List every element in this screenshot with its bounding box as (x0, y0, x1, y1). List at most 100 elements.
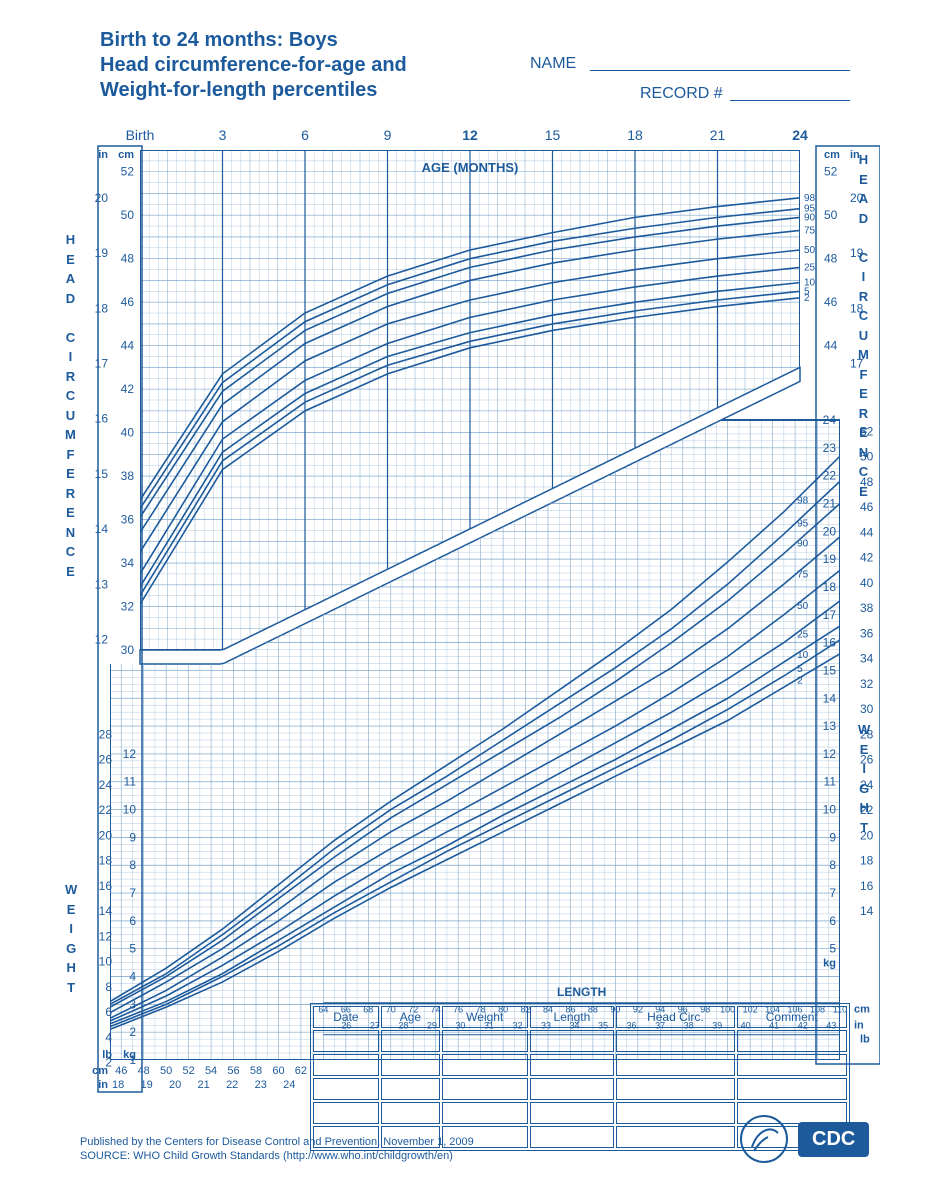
svg-text:12: 12 (95, 633, 109, 647)
svg-text:15: 15 (545, 127, 561, 143)
svg-text:19: 19 (823, 552, 837, 566)
svg-text:14: 14 (860, 904, 874, 918)
svg-text:32: 32 (121, 600, 135, 614)
svg-text:5: 5 (829, 942, 836, 956)
svg-text:50: 50 (824, 208, 838, 222)
cdc-logo: CDC (798, 1122, 869, 1157)
svg-text:cm: cm (824, 149, 840, 161)
svg-text:22: 22 (99, 803, 113, 817)
svg-text:cm: cm (854, 1004, 870, 1016)
svg-text:50: 50 (797, 601, 809, 612)
svg-text:30: 30 (121, 643, 135, 657)
svg-text:17: 17 (850, 356, 864, 370)
svg-text:40: 40 (121, 426, 135, 440)
table-header: Length (530, 1006, 615, 1028)
svg-text:52: 52 (860, 424, 874, 438)
svg-text:28: 28 (99, 727, 113, 741)
table-row[interactable] (313, 1054, 847, 1076)
name-blank-line[interactable] (590, 70, 850, 71)
svg-text:34: 34 (121, 556, 135, 570)
svg-text:18: 18 (850, 301, 864, 315)
svg-text:24: 24 (99, 778, 113, 792)
svg-text:36: 36 (860, 626, 874, 640)
svg-text:44: 44 (824, 339, 838, 353)
svg-text:10: 10 (123, 803, 137, 817)
svg-text:28: 28 (860, 727, 874, 741)
page-title: Birth to 24 months: Boys Head circumfere… (100, 28, 407, 103)
title-line-2: Head circumference-for-age and (100, 53, 407, 78)
svg-text:cm: cm (118, 149, 134, 161)
svg-text:48: 48 (860, 475, 874, 489)
svg-text:12: 12 (123, 747, 137, 761)
svg-text:98: 98 (804, 193, 816, 204)
svg-text:15: 15 (95, 467, 109, 481)
title-line-3: Weight-for-length percentiles (100, 78, 407, 103)
svg-text:25: 25 (797, 629, 809, 640)
svg-text:Birth: Birth (126, 127, 155, 143)
footer-line-2: SOURCE: WHO Child Growth Standards (http… (80, 1149, 474, 1163)
svg-text:18: 18 (95, 301, 109, 315)
svg-text:42: 42 (121, 382, 135, 396)
svg-text:in: in (850, 149, 860, 161)
table-header: Age (381, 1006, 440, 1028)
svg-text:50: 50 (804, 245, 816, 256)
svg-text:50: 50 (860, 450, 874, 464)
svg-text:6: 6 (829, 914, 836, 928)
svg-text:95: 95 (804, 204, 816, 215)
hhs-seal-icon (740, 1115, 788, 1163)
svg-text:24: 24 (792, 127, 808, 143)
name-label: NAME (530, 55, 576, 73)
svg-text:50: 50 (121, 208, 135, 222)
svg-text:52: 52 (182, 1065, 194, 1077)
svg-text:17: 17 (823, 608, 837, 622)
table-row[interactable] (313, 1078, 847, 1100)
svg-text:21: 21 (198, 1079, 210, 1091)
record-blank-line[interactable] (730, 100, 850, 101)
svg-text:62: 62 (295, 1065, 307, 1077)
svg-text:13: 13 (95, 577, 109, 591)
svg-text:14: 14 (823, 691, 837, 705)
svg-text:18: 18 (860, 854, 874, 868)
svg-text:18: 18 (99, 854, 113, 868)
svg-text:21: 21 (710, 127, 726, 143)
svg-text:kg: kg (123, 1049, 136, 1061)
svg-text:26: 26 (860, 753, 874, 767)
svg-text:48: 48 (121, 252, 135, 266)
svg-text:20: 20 (95, 191, 109, 205)
svg-text:20: 20 (850, 191, 864, 205)
svg-text:16: 16 (95, 412, 109, 426)
svg-text:9: 9 (829, 830, 836, 844)
svg-text:5: 5 (129, 942, 136, 956)
svg-text:20: 20 (99, 828, 113, 842)
svg-text:13: 13 (823, 719, 837, 733)
svg-text:10: 10 (797, 650, 809, 661)
svg-text:24: 24 (860, 778, 874, 792)
svg-text:10: 10 (804, 278, 816, 289)
table-header: Weight (442, 1006, 528, 1028)
svg-text:17: 17 (95, 356, 109, 370)
svg-text:21: 21 (823, 496, 837, 510)
svg-text:12: 12 (99, 929, 113, 943)
svg-text:4: 4 (129, 970, 136, 984)
svg-text:18: 18 (823, 580, 837, 594)
svg-text:48: 48 (824, 252, 838, 266)
svg-text:46: 46 (115, 1065, 127, 1077)
table-row[interactable] (313, 1030, 847, 1052)
svg-text:4: 4 (105, 1030, 112, 1044)
svg-text:16: 16 (99, 879, 113, 893)
svg-text:52: 52 (824, 165, 838, 179)
table-header: Comment (737, 1006, 847, 1028)
svg-text:14: 14 (95, 522, 109, 536)
svg-text:36: 36 (121, 513, 135, 527)
svg-text:20: 20 (860, 828, 874, 842)
svg-text:2: 2 (797, 675, 803, 686)
svg-text:12: 12 (823, 747, 837, 761)
svg-text:42: 42 (860, 551, 874, 565)
svg-text:22: 22 (823, 469, 837, 483)
svg-text:98: 98 (797, 496, 809, 507)
svg-text:in: in (854, 1020, 864, 1032)
svg-text:75: 75 (804, 225, 816, 236)
svg-text:23: 23 (255, 1079, 267, 1091)
svg-text:7: 7 (129, 886, 136, 900)
svg-text:16: 16 (860, 879, 874, 893)
